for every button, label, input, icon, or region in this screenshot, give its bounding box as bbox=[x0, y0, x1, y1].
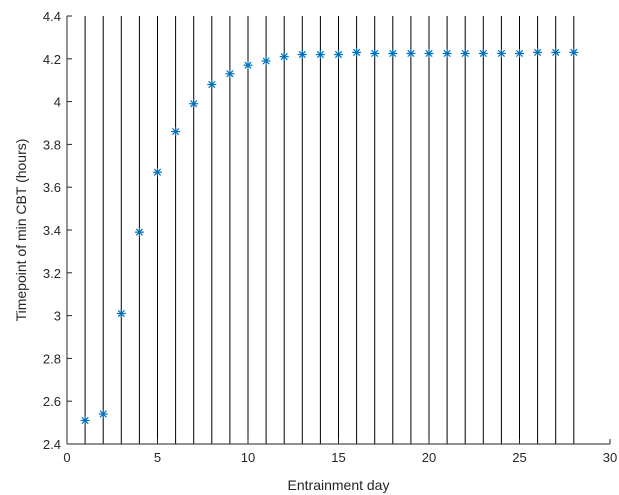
x-tick-label: 25 bbox=[512, 450, 526, 465]
data-point bbox=[406, 48, 416, 58]
y-tick-label: 2.8 bbox=[43, 351, 61, 366]
y-tick-label: 4.4 bbox=[43, 9, 61, 24]
axes bbox=[66, 15, 611, 445]
x-tick-label: 20 bbox=[422, 450, 436, 465]
data-point bbox=[261, 56, 271, 66]
data-point bbox=[442, 48, 452, 58]
data-point bbox=[315, 50, 325, 60]
data-point bbox=[279, 52, 289, 62]
tick-labels: 0 5 10 15 20 25 30 2.4 2.6 2.8 3 3.2 3.4 3.6 3.8 4 4.2 4.… bbox=[43, 9, 617, 465]
data-point bbox=[98, 409, 108, 419]
vertical-lines bbox=[84, 16, 575, 444]
data-point bbox=[496, 48, 506, 58]
data-point bbox=[370, 48, 380, 58]
y-tick-label: 3.4 bbox=[43, 223, 61, 238]
data-point bbox=[207, 79, 217, 89]
data-point bbox=[297, 50, 307, 60]
y-tick-label: 2.4 bbox=[43, 437, 61, 452]
data-point bbox=[189, 99, 199, 109]
y-axis-label: Timepoint of min CBT (hours) bbox=[13, 139, 29, 322]
data-point bbox=[225, 69, 235, 79]
y-tick-label: 4.2 bbox=[43, 52, 61, 67]
data-point bbox=[478, 48, 488, 58]
data-point bbox=[153, 167, 162, 177]
data-point bbox=[388, 48, 398, 58]
x-tick-label: 10 bbox=[241, 450, 255, 465]
y-tick-label: 3.8 bbox=[43, 137, 61, 152]
y-tick-label: 2.6 bbox=[43, 394, 61, 409]
data-point bbox=[533, 47, 543, 57]
x-tick-label: 0 bbox=[63, 450, 70, 465]
data-point bbox=[352, 47, 362, 57]
data-point bbox=[515, 48, 524, 58]
data-point bbox=[551, 47, 561, 57]
data-point bbox=[424, 48, 434, 58]
x-tick-label: 30 bbox=[603, 450, 617, 465]
y-tick-label: 3 bbox=[54, 309, 61, 324]
data-point bbox=[243, 60, 253, 70]
y-tick-label: 4 bbox=[54, 95, 61, 110]
data-point bbox=[80, 415, 90, 425]
data-point bbox=[116, 308, 126, 318]
data-point bbox=[134, 227, 144, 237]
x-tick-label: 15 bbox=[331, 450, 345, 465]
x-axis-label: Entrainment day bbox=[288, 477, 390, 493]
y-tick-label: 3.6 bbox=[43, 180, 61, 195]
data-point bbox=[334, 50, 343, 60]
data-point bbox=[460, 48, 470, 58]
data-markers bbox=[80, 47, 579, 425]
y-tick-label: 3.2 bbox=[43, 266, 61, 281]
x-tick-label: 5 bbox=[154, 450, 161, 465]
data-point bbox=[171, 127, 181, 137]
data-point bbox=[569, 47, 579, 57]
